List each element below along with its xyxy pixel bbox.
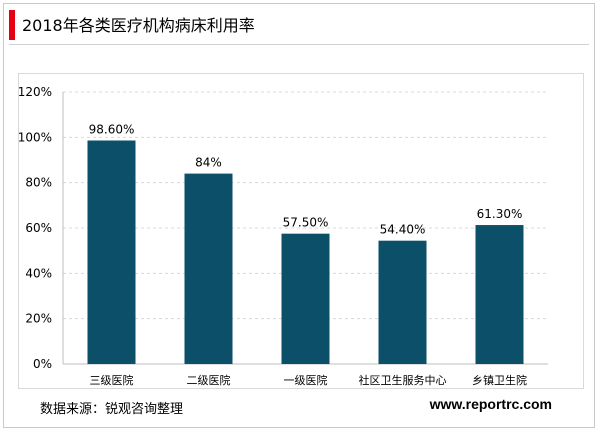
y-tick-label: 120% bbox=[18, 85, 52, 99]
website-url: www.reportrc.com bbox=[429, 396, 552, 412]
data-label: 84% bbox=[195, 156, 222, 170]
x-axis-ticks: 三级医院 二级医院 一级医院 社区卫生服务中心 乡镇卫生院 bbox=[90, 373, 528, 387]
y-tick-label: 40% bbox=[25, 266, 52, 280]
data-label: 98.60% bbox=[89, 123, 135, 137]
y-tick-label: 80% bbox=[25, 176, 52, 190]
title-divider bbox=[9, 44, 589, 45]
plot-border bbox=[18, 73, 584, 389]
x-tick-label: 社区卫生服务中心 bbox=[359, 373, 447, 387]
bar bbox=[378, 240, 427, 364]
x-tick-label: 三级医院 bbox=[90, 373, 134, 387]
bar bbox=[87, 140, 136, 364]
bars bbox=[87, 140, 524, 364]
value-labels: 98.60% 84% 57.50% 54.40% 61.30% bbox=[89, 123, 523, 237]
data-label: 57.50% bbox=[283, 216, 329, 230]
bar bbox=[184, 173, 233, 364]
x-tick-label: 二级医院 bbox=[187, 373, 231, 387]
bar bbox=[281, 233, 330, 364]
y-tick-label: 0% bbox=[33, 357, 52, 371]
bar bbox=[475, 225, 524, 364]
y-tick-label: 100% bbox=[18, 130, 52, 144]
y-tick-label: 60% bbox=[25, 221, 52, 235]
data-label: 61.30% bbox=[477, 207, 523, 221]
data-source-note: 数据来源：锐观咨询整理 bbox=[40, 402, 184, 417]
x-tick-label: 一级医院 bbox=[284, 373, 328, 387]
y-axis-ticks: 0% 20% 40% 60% 80% 100% 120% bbox=[18, 85, 52, 371]
data-label: 54.40% bbox=[380, 223, 426, 237]
x-tick-label: 乡镇卫生院 bbox=[472, 373, 527, 387]
title-accent-bar bbox=[9, 10, 15, 40]
page-title: 2018年各类医疗机构病床利用率 bbox=[22, 16, 255, 35]
y-tick-label: 20% bbox=[25, 312, 52, 326]
